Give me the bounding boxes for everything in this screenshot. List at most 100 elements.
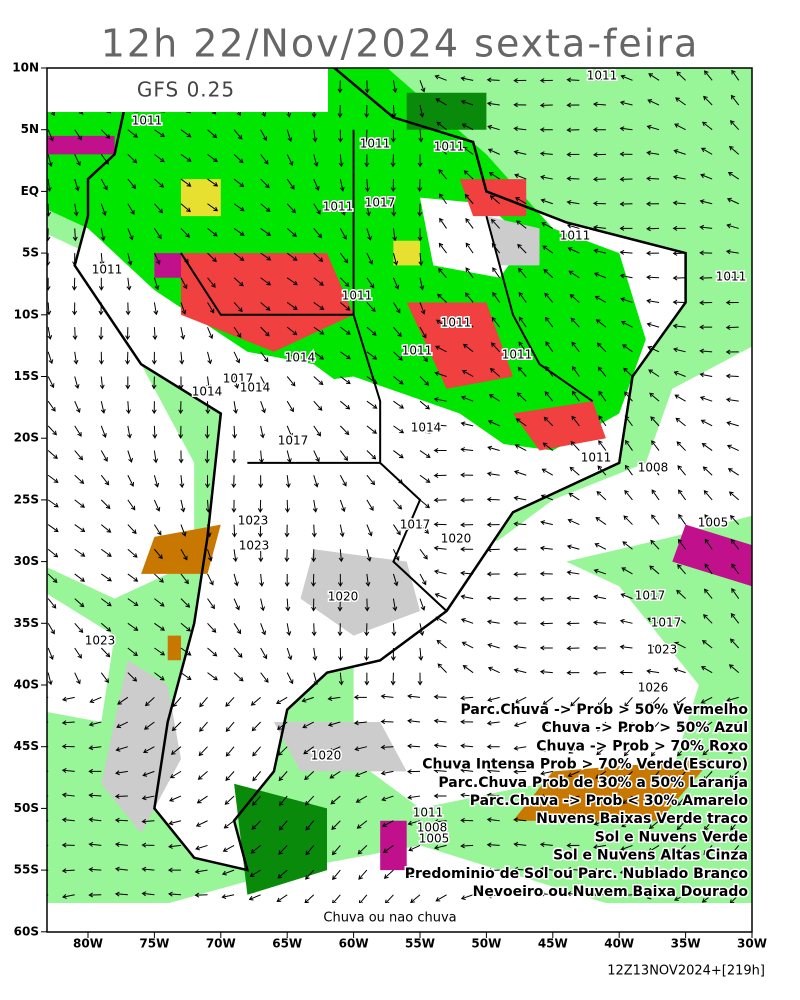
wind-arrow: [650, 416, 660, 427]
wind-arrow: [725, 300, 739, 306]
wind-arrow: [409, 869, 421, 878]
wind-arrow: [313, 450, 320, 463]
wind-arrow: [154, 598, 165, 607]
rain-purple: [380, 820, 407, 871]
wind-arrow: [252, 771, 262, 782]
wind-arrow: [460, 869, 474, 875]
wind-arrow: [305, 820, 315, 831]
wind-arrow: [731, 588, 740, 599]
wind-arrow: [340, 302, 351, 311]
wind-arrow: [513, 149, 527, 155]
wind-arrow: [486, 893, 500, 899]
wind-arrow: [486, 744, 500, 750]
border: [485, 215, 594, 403]
wind-arrow: [513, 571, 527, 577]
wind-arrow: [592, 176, 606, 182]
wind-arrow: [127, 228, 134, 241]
wind-arrow: [328, 746, 341, 753]
wind-arrow: [207, 573, 214, 586]
wind-arrow: [337, 647, 343, 661]
wind-arrow: [259, 573, 265, 587]
wind-arrow: [595, 517, 607, 525]
wind-arrow: [491, 242, 501, 254]
wind-arrow: [364, 647, 370, 661]
clear-center: [260, 376, 513, 525]
wind-arrow: [260, 425, 265, 439]
wind-arrow: [126, 425, 132, 439]
wind-arrow: [567, 518, 580, 526]
wind-arrow: [88, 867, 102, 873]
wind-arrow: [703, 95, 713, 106]
wind-arrow: [434, 74, 447, 81]
wind-arrow: [592, 201, 606, 207]
wind-arrow: [233, 376, 240, 389]
wind-arrow: [98, 302, 104, 316]
wind-arrow: [337, 105, 343, 118]
lat-tick-label: 30S: [14, 554, 39, 568]
wind-arrow: [673, 149, 686, 155]
wind-arrow: [595, 770, 607, 779]
wind-arrow: [460, 743, 474, 749]
wind-arrow: [312, 129, 318, 143]
wind-arrow: [419, 623, 425, 636]
wind-arrow: [153, 524, 162, 536]
isobar-label: 1011: [402, 344, 433, 358]
wind-arrow: [490, 218, 501, 229]
wind-arrow: [196, 795, 208, 804]
wind-arrow: [154, 548, 163, 560]
wind-arrow: [127, 524, 137, 535]
wind-arrow: [364, 105, 370, 118]
wind-arrow: [419, 302, 426, 315]
lat-tick-label: 25S: [14, 492, 39, 506]
wind-arrow: [331, 820, 341, 831]
wind-arrow: [566, 223, 580, 229]
wind-arrow: [624, 415, 633, 427]
rain-yellow: [181, 179, 221, 217]
wind-arrow: [62, 696, 75, 702]
isobar-label: 1008: [417, 821, 448, 835]
wind-arrow: [619, 893, 633, 898]
wind-arrow: [516, 220, 527, 229]
wind-arrow: [197, 771, 208, 780]
wind-arrow: [179, 351, 185, 365]
wind-arrow: [646, 298, 660, 304]
wind-arrow: [433, 768, 447, 774]
lon-tick-label: 70W: [206, 937, 236, 951]
wind-arrow: [339, 524, 345, 538]
wind-arrow: [393, 302, 401, 314]
wind-arrow: [571, 365, 580, 377]
wind-arrow: [390, 672, 396, 686]
wind-arrow: [337, 598, 343, 612]
wind-arrow: [677, 795, 686, 806]
wind-arrow: [646, 643, 660, 649]
isobar-label: 1014: [285, 351, 316, 365]
wind-arrow: [569, 466, 580, 476]
wind-arrow: [726, 421, 739, 427]
wind-arrow: [221, 894, 235, 900]
wind-arrow: [142, 770, 155, 777]
wind-arrow: [127, 622, 139, 631]
wind-arrow: [513, 721, 527, 728]
wind-arrow: [646, 201, 660, 207]
wind-arrow: [248, 894, 261, 901]
wind-arrow: [47, 228, 51, 242]
lon-tick-label: 75W: [139, 937, 169, 951]
wind-arrow: [100, 425, 107, 438]
wind-arrow: [311, 623, 317, 637]
wind-arrow: [339, 400, 351, 410]
wind-arrow: [407, 743, 421, 749]
wind-arrow: [311, 598, 317, 612]
wind-arrow: [728, 145, 740, 155]
wind-arrow: [729, 638, 740, 649]
wind-arrow: [410, 894, 421, 904]
lon-tick-label: 40W: [604, 937, 634, 951]
wind-arrow: [490, 342, 501, 353]
wind-arrow: [153, 499, 161, 512]
wind-arrow: [114, 793, 128, 799]
wind-arrow: [433, 497, 447, 503]
wind-arrow: [257, 524, 263, 538]
wind-arrow: [518, 291, 527, 303]
wind-arrow: [354, 746, 367, 752]
wind-arrow: [286, 400, 294, 413]
wind-arrow: [180, 573, 189, 585]
